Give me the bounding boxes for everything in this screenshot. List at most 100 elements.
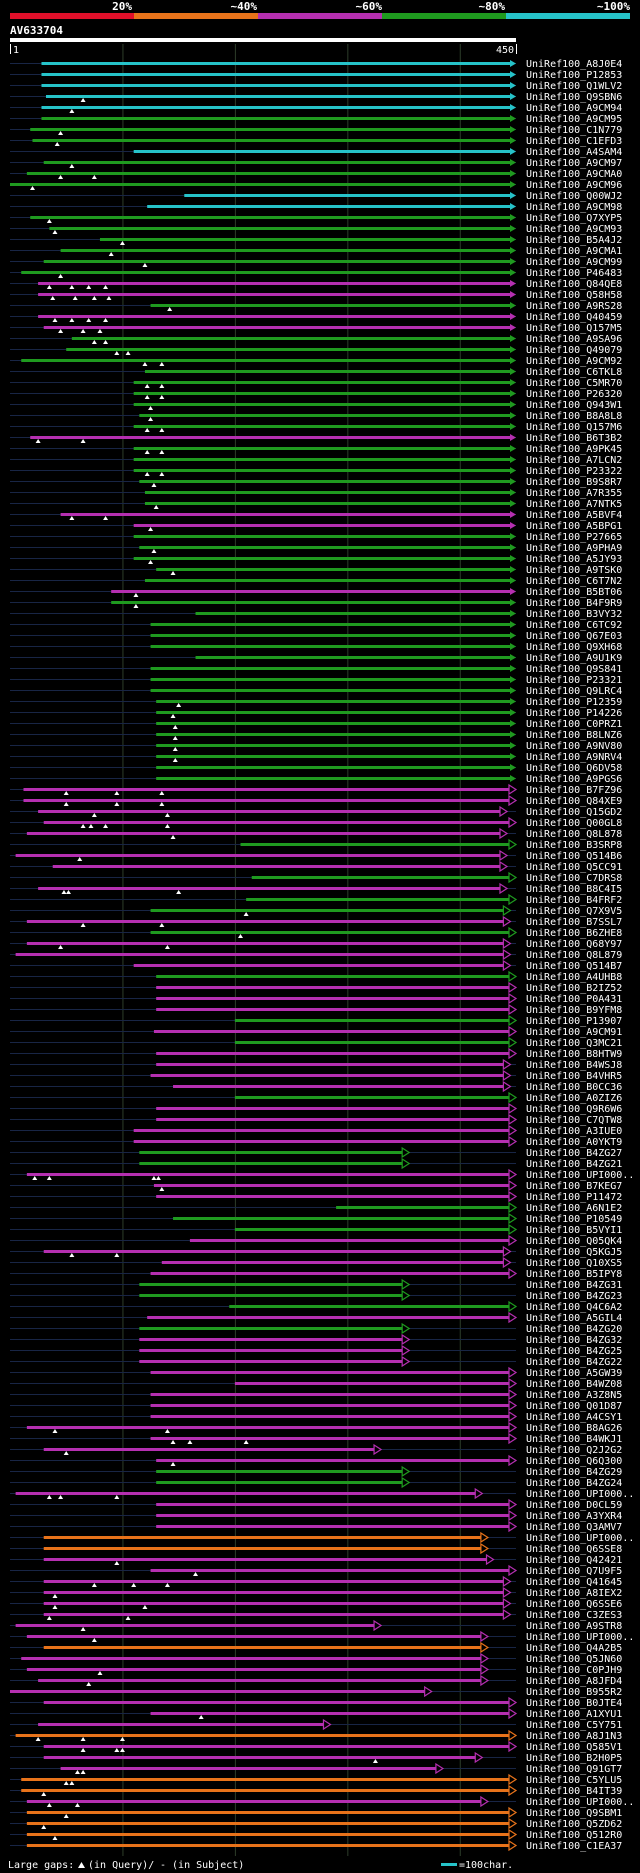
- hit-label[interactable]: UniRef100_A9CM95: [526, 114, 622, 125]
- hit-label[interactable]: UniRef100_UPI000..: [526, 1797, 634, 1808]
- hit-bar[interactable]: [133, 150, 511, 153]
- hit-label[interactable]: UniRef100_B6T3B2: [526, 433, 622, 444]
- hit-label[interactable]: UniRef100_P10549: [526, 1214, 622, 1225]
- hit-label[interactable]: UniRef100_Q5JN60: [526, 1654, 622, 1665]
- hit-bar[interactable]: [156, 1525, 511, 1528]
- hit-label[interactable]: UniRef100_B955R2: [526, 1687, 622, 1698]
- hit-bar[interactable]: [133, 392, 511, 395]
- hit-bar[interactable]: [184, 194, 512, 197]
- hit-label[interactable]: UniRef100_Q7XYP5: [526, 213, 622, 224]
- hit-bar[interactable]: [60, 249, 511, 252]
- hit-bar[interactable]: [41, 117, 512, 120]
- hit-label[interactable]: UniRef100_Q585V1: [526, 1742, 622, 1753]
- hit-bar[interactable]: [156, 711, 511, 714]
- hit-label[interactable]: UniRef100_A9NRV4: [526, 752, 622, 763]
- hit-label[interactable]: UniRef100_A0ZIZ6: [526, 1093, 622, 1104]
- hit-bar[interactable]: [150, 689, 512, 692]
- hit-label[interactable]: UniRef100_B4WZ08: [526, 1379, 622, 1390]
- hit-bar[interactable]: [41, 73, 512, 76]
- hit-label[interactable]: UniRef100_B5BT06: [526, 587, 622, 598]
- hit-label[interactable]: UniRef100_B4IT39: [526, 1786, 622, 1797]
- hit-bar[interactable]: [15, 1624, 377, 1627]
- hit-label[interactable]: UniRef100_Q7U9F5: [526, 1566, 622, 1577]
- hit-bar[interactable]: [156, 986, 511, 989]
- hit-label[interactable]: UniRef100_B4ZG20: [526, 1324, 622, 1335]
- hit-label[interactable]: UniRef100_P14226: [526, 708, 622, 719]
- hit-bar[interactable]: [43, 1558, 489, 1561]
- hit-label[interactable]: UniRef100_B4ZG29: [526, 1467, 622, 1478]
- hit-bar[interactable]: [139, 480, 512, 483]
- hit-label[interactable]: UniRef100_Q9R6W6: [526, 1104, 622, 1115]
- hit-label[interactable]: UniRef100_UPI000..: [526, 1632, 634, 1643]
- hit-label[interactable]: UniRef100_B5A4J2: [526, 235, 622, 246]
- hit-label[interactable]: UniRef100_Q3MC21: [526, 1038, 622, 1049]
- hit-label[interactable]: UniRef100_C5Y751: [526, 1720, 622, 1731]
- hit-bar[interactable]: [156, 1481, 405, 1484]
- hit-bar[interactable]: [26, 920, 506, 923]
- hit-bar[interactable]: [150, 1712, 512, 1715]
- hit-bar[interactable]: [150, 931, 512, 934]
- hit-label[interactable]: UniRef100_A9CMA1: [526, 246, 622, 257]
- hit-bar[interactable]: [133, 425, 511, 428]
- hit-label[interactable]: UniRef100_A8J0E4: [526, 59, 622, 70]
- hit-label[interactable]: UniRef100_B5VYI1: [526, 1225, 622, 1236]
- hit-label[interactable]: UniRef100_B4ZG25: [526, 1346, 622, 1357]
- hit-bar[interactable]: [10, 1690, 427, 1693]
- hit-label[interactable]: UniRef100_A9SA96: [526, 334, 622, 345]
- hit-label[interactable]: UniRef100_C1N779: [526, 125, 622, 136]
- hit-label[interactable]: UniRef100_Q1WLV2: [526, 81, 622, 92]
- hit-bar[interactable]: [32, 139, 511, 142]
- hit-bar[interactable]: [139, 1338, 405, 1341]
- hit-bar[interactable]: [111, 601, 511, 604]
- hit-bar[interactable]: [43, 260, 511, 263]
- hit-label[interactable]: UniRef100_Q8L879: [526, 950, 622, 961]
- hit-label[interactable]: UniRef100_C7QTW8: [526, 1115, 622, 1126]
- hit-label[interactable]: UniRef100_B4ZG21: [526, 1159, 622, 1170]
- hit-bar[interactable]: [26, 1426, 511, 1429]
- hit-label[interactable]: UniRef100_B4ZG27: [526, 1148, 622, 1159]
- hit-label[interactable]: UniRef100_B8LNZ6: [526, 730, 622, 741]
- hit-label[interactable]: UniRef100_P11472: [526, 1192, 622, 1203]
- hit-label[interactable]: UniRef100_P26320: [526, 389, 622, 400]
- hit-label[interactable]: UniRef100_C5YLU5: [526, 1775, 622, 1786]
- hit-bar[interactable]: [66, 348, 511, 351]
- hit-bar[interactable]: [21, 1789, 511, 1792]
- hit-bar[interactable]: [15, 854, 503, 857]
- hit-bar[interactable]: [144, 370, 511, 373]
- hit-label[interactable]: UniRef100_A0YKT9: [526, 1137, 622, 1148]
- hit-label[interactable]: UniRef100_Q84QE8: [526, 279, 622, 290]
- hit-bar[interactable]: [153, 1184, 511, 1187]
- hit-bar[interactable]: [15, 1492, 478, 1495]
- hit-bar[interactable]: [43, 1536, 483, 1539]
- hit-label[interactable]: UniRef100_Q4A2B5: [526, 1643, 622, 1654]
- hit-label[interactable]: UniRef100_UPI000..: [526, 1170, 634, 1181]
- hit-label[interactable]: UniRef100_Q9S841: [526, 664, 622, 675]
- hit-bar[interactable]: [43, 1580, 506, 1583]
- hit-label[interactable]: UniRef100_B7KEG7: [526, 1181, 622, 1192]
- hit-bar[interactable]: [150, 667, 512, 670]
- hit-bar[interactable]: [43, 1613, 506, 1616]
- hit-bar[interactable]: [23, 799, 511, 802]
- hit-bar[interactable]: [150, 1074, 506, 1077]
- hit-label[interactable]: UniRef100_A8J1N3: [526, 1731, 622, 1742]
- hit-label[interactable]: UniRef100_P13907: [526, 1016, 622, 1027]
- hit-bar[interactable]: [43, 1745, 511, 1748]
- hit-bar[interactable]: [139, 1294, 405, 1297]
- hit-label[interactable]: UniRef100_Q157M6: [526, 422, 622, 433]
- hit-label[interactable]: UniRef100_B5IPY8: [526, 1269, 622, 1280]
- hit-bar[interactable]: [156, 975, 511, 978]
- hit-label[interactable]: UniRef100_UPI000..: [526, 1489, 634, 1500]
- hit-bar[interactable]: [150, 645, 512, 648]
- hit-bar[interactable]: [38, 293, 511, 296]
- hit-bar[interactable]: [251, 876, 511, 879]
- hit-bar[interactable]: [150, 1272, 512, 1275]
- hit-label[interactable]: UniRef100_A9PGS6: [526, 774, 622, 785]
- hit-bar[interactable]: [26, 1635, 483, 1638]
- hit-bar[interactable]: [26, 942, 506, 945]
- hit-bar[interactable]: [43, 1591, 506, 1594]
- hit-label[interactable]: UniRef100_B4WSJ8: [526, 1060, 622, 1071]
- hit-bar[interactable]: [156, 1118, 511, 1121]
- hit-bar[interactable]: [43, 1448, 377, 1451]
- hit-label[interactable]: UniRef100_A9NV80: [526, 741, 622, 752]
- hit-label[interactable]: UniRef100_P23321: [526, 675, 622, 686]
